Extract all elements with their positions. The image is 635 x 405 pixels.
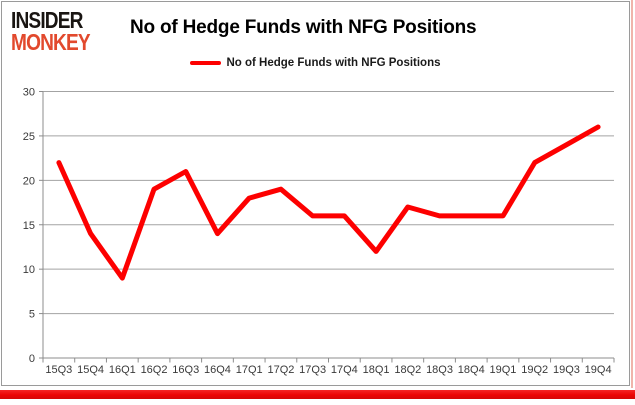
right-accent-line [631,0,633,388]
x-axis-label-16Q3: 16Q3 [172,364,199,376]
chart-title: No of Hedge Funds with NFG Positions [130,17,477,38]
x-axis-label-18Q1: 18Q1 [363,364,390,376]
logo-text-insider: INSIDER [11,7,83,33]
x-axis-label-17Q3: 17Q3 [299,364,326,376]
y-axis-label-15: 15 [23,220,35,232]
y-axis-label-10: 10 [23,264,35,276]
legend-line-icon [190,61,222,65]
x-axis-label-17Q1: 17Q1 [236,364,263,376]
y-axis-label-25: 25 [23,131,35,143]
x-axis-label-18Q3: 18Q3 [426,364,453,376]
x-axis-label-18Q4: 18Q4 [458,364,485,376]
chart-panel: INSIDER MONKEY No of Hedge Funds with NF… [1,1,630,386]
y-axis-label-5: 5 [29,309,35,321]
legend: No of Hedge Funds with NFG Positions [2,57,629,69]
x-axis-label-17Q2: 17Q2 [267,364,294,376]
x-axis-label-16Q1: 16Q1 [109,364,136,376]
x-axis-label-15Q4: 15Q4 [77,364,104,376]
x-axis-label-19Q4: 19Q4 [585,364,612,376]
x-axis-label-15Q3: 15Q3 [45,364,72,376]
legend-label: No of Hedge Funds with NFG Positions [226,57,441,69]
x-axis-label-19Q3: 19Q3 [553,364,580,376]
bottom-red-bar [0,390,635,399]
x-axis-label-17Q4: 17Q4 [331,364,358,376]
y-axis-label-20: 20 [23,175,35,187]
logo-text-monkey: MONKEY [11,29,91,55]
line-chart-canvas: 0 5 10 15 20 25 30 15Q3 15Q4 16Q1 16Q2 16Q3 16Q4 17Q1… [23,87,615,376]
x-axis-label-16Q2: 16Q2 [141,364,168,376]
x-axis-label-19Q1: 19Q1 [490,364,517,376]
y-axis-label-30: 30 [23,87,35,99]
series-line [56,124,601,281]
x-axis-label-18Q2: 18Q2 [394,364,421,376]
insider-monkey-logo: INSIDER MONKEY [11,7,91,55]
x-axis-label-19Q2: 19Q2 [521,364,548,376]
x-axis-label-16Q4: 16Q4 [204,364,231,376]
y-axis-label-0: 0 [29,353,35,365]
